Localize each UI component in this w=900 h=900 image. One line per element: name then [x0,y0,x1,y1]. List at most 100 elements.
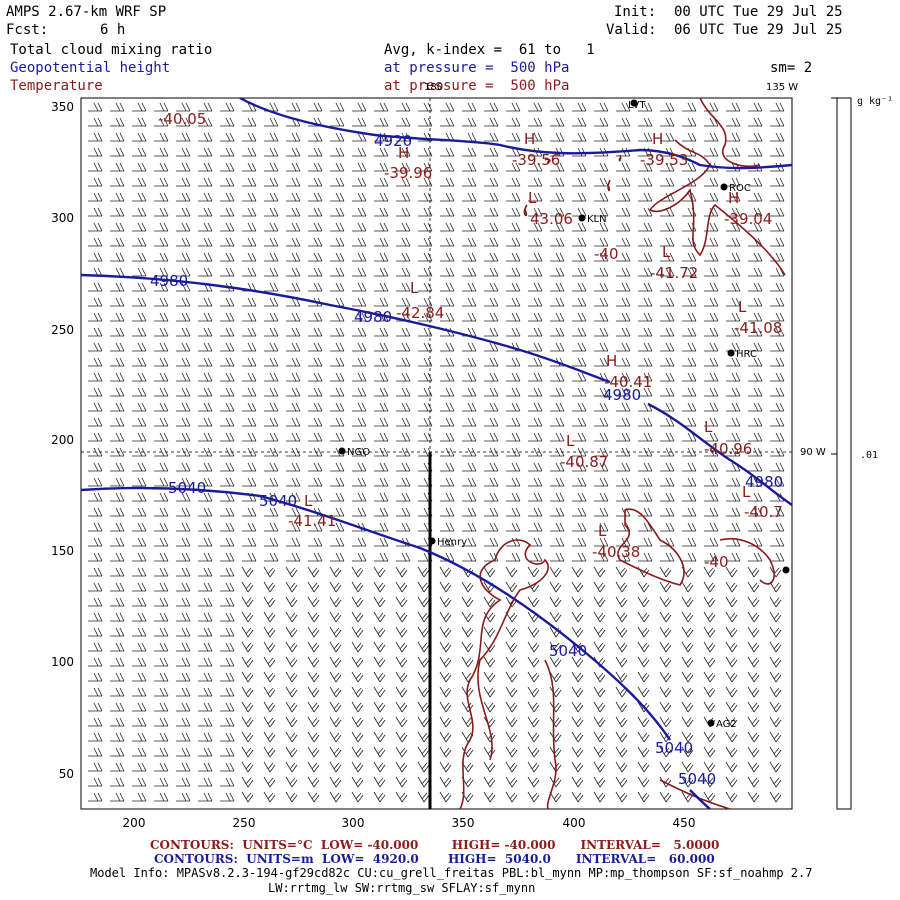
wind-barb [616,192,631,202]
wind-barb [637,626,650,638]
wind-barb [176,507,191,517]
wind-barb [198,312,213,322]
y-tick-label: 250 [51,323,74,337]
wind-barb [132,387,147,397]
wind-barb [110,117,125,127]
wind-barb [638,342,653,352]
wind-barb [747,686,760,698]
wind-barb [528,432,543,442]
height-contour-label: 4980 [603,386,641,404]
wind-barb [88,402,103,412]
wind-barb [373,626,386,638]
wind-barb [704,312,719,322]
wind-barb [506,252,521,262]
wind-barb [307,776,320,788]
wind-barb [220,237,235,247]
smoothing-label: sm= 2 [770,60,813,76]
wind-barb [241,761,254,773]
wind-barb [638,387,653,397]
wind-barb [285,701,298,713]
wind-barb [330,387,345,397]
wind-barb [220,672,235,682]
wind-barb [110,657,125,667]
wind-barb [329,746,342,758]
wind-barb [307,641,320,653]
wind-barb [682,507,697,517]
wind-barb [132,252,147,262]
wind-barb [681,581,694,593]
wind-barb [110,552,125,562]
wind-barb [132,567,147,577]
wind-barb [549,641,562,653]
wind-barb [770,432,785,442]
wind-barb [132,267,147,277]
wind-barb [417,656,430,668]
wind-barb [396,297,411,307]
wind-barb [571,656,584,668]
height-contour-label: 4980 [354,308,392,326]
wind-barb [308,282,323,292]
wind-barbs [88,102,785,803]
wind-barb [176,162,191,172]
wind-barb [748,312,763,322]
wind-barb [88,642,103,652]
field-temperature: Temperature [10,78,103,94]
wind-barb [352,462,367,472]
wind-barb [550,417,565,427]
wind-barb [704,552,719,562]
wind-barb [440,297,455,307]
wind-barb [462,342,477,352]
wind-barb [726,252,741,262]
wind-barb [769,641,782,653]
wind-barb [220,387,235,397]
wind-barb [395,686,408,698]
wind-barb [352,207,367,217]
wind-barb [286,357,301,367]
temp-symbol: L [528,189,537,207]
wind-barb [242,507,257,517]
wind-barb [616,207,631,217]
temp-symbol: L [662,243,671,261]
wind-barb [198,177,213,187]
wind-barb [396,237,411,247]
wind-barb [286,417,301,427]
wind-barb [329,626,342,638]
wind-barb [505,716,518,728]
wind-barb [638,132,653,142]
wind-barb [110,762,125,772]
wind-barb [88,672,103,682]
wind-barb [572,402,587,412]
wind-barb [110,702,125,712]
wind-barb [638,207,653,217]
wind-barb [286,312,301,322]
wind-barb [176,687,191,697]
wind-barb [176,222,191,232]
wind-barb [132,462,147,472]
wind-barb [483,686,496,698]
wind-barb [637,791,650,803]
wind-barb [725,596,738,608]
wind-barb [440,312,455,322]
wind-barb [220,552,235,562]
wind-barb [154,267,169,277]
wind-barb [484,297,499,307]
wind-barb [88,552,103,562]
temp-contour [659,779,731,810]
wind-barb [506,462,521,472]
wind-barb [461,581,474,593]
wind-barb [615,611,628,623]
wind-barb [527,731,540,743]
wind-barb [726,282,741,292]
wind-barb [132,132,147,142]
wind-barb [154,162,169,172]
wind-barb [439,791,452,803]
wind-barb [351,641,364,653]
wind-barb [638,462,653,472]
wind-barb [660,357,675,367]
wind-barb [660,177,675,187]
wind-barb [154,702,169,712]
wind-barb [637,731,650,743]
wind-barb [242,432,257,442]
wind-barb [374,417,389,427]
wind-barb [638,477,653,487]
